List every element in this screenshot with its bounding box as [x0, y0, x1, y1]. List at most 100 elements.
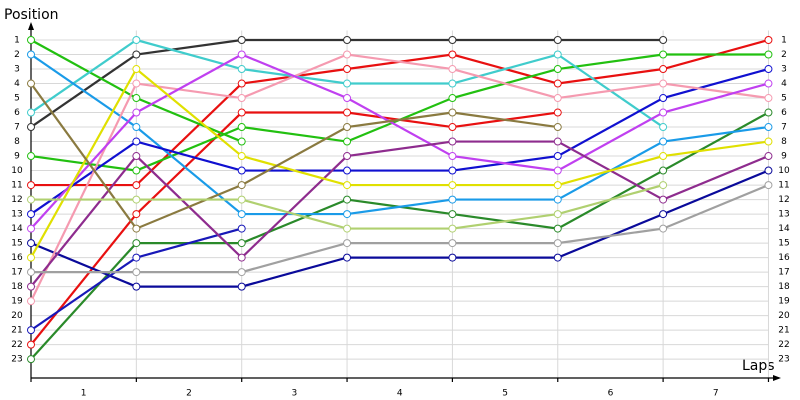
- point-marker: [448, 195, 457, 204]
- y-tick-label-right: 1: [781, 36, 787, 46]
- point-marker: [659, 65, 668, 74]
- point-marker: [132, 50, 141, 59]
- x-tick-label: 1: [81, 389, 87, 399]
- y-tick-label: 6: [14, 108, 20, 118]
- point-marker: [659, 123, 668, 132]
- y-tick-label-right: 6: [781, 108, 787, 118]
- point-marker: [27, 50, 35, 59]
- point-marker: [27, 268, 35, 277]
- point-marker: [237, 195, 246, 204]
- y-tick-label-right: 15: [778, 239, 789, 249]
- y-tick-label-right: 2: [781, 50, 787, 60]
- point-marker: [448, 239, 457, 248]
- point-marker: [659, 50, 668, 59]
- point-marker: [343, 137, 352, 146]
- y-tick-label-right: 22: [778, 340, 789, 350]
- series-line: [30, 82, 558, 230]
- point-marker: [343, 166, 352, 175]
- point-marker: [343, 239, 352, 248]
- y-tick-label-right: 13: [778, 210, 789, 220]
- y-tick-label-right: 23: [778, 355, 789, 365]
- series-line: [30, 169, 769, 288]
- point-marker: [659, 181, 668, 190]
- y-tick-label: 9: [14, 152, 20, 162]
- point-marker: [448, 94, 457, 103]
- point-marker: [27, 282, 35, 291]
- point-marker: [343, 50, 352, 59]
- series-line: [30, 53, 769, 302]
- point-marker: [553, 181, 562, 190]
- point-marker: [448, 50, 457, 59]
- point-marker: [448, 210, 457, 219]
- point-marker: [27, 123, 35, 132]
- point-marker: [237, 282, 246, 291]
- point-marker: [659, 36, 668, 45]
- point-marker: [27, 239, 35, 248]
- point-marker: [659, 79, 668, 88]
- y-tick-label: 22: [11, 340, 22, 350]
- point-marker: [659, 195, 668, 204]
- y-tick-label: 12: [11, 195, 22, 205]
- y-tick-label-right: 11: [778, 181, 789, 191]
- y-tick-label-right: 18: [778, 282, 790, 292]
- point-marker: [132, 65, 141, 74]
- point-marker: [237, 50, 246, 59]
- point-marker: [27, 253, 35, 262]
- y-tick-label: 3: [14, 65, 20, 75]
- y-tick-label: 11: [11, 181, 22, 191]
- y-tick-label: 19: [11, 297, 23, 307]
- point-marker: [237, 239, 246, 248]
- point-marker: [343, 253, 352, 262]
- y-tick-label-right: 12: [778, 195, 789, 205]
- y-tick-label-right: 16: [778, 253, 790, 263]
- point-marker: [237, 94, 246, 103]
- series-line: [30, 67, 769, 215]
- point-marker: [132, 108, 141, 117]
- point-marker: [237, 36, 246, 45]
- point-marker: [343, 79, 352, 88]
- point-marker: [659, 137, 668, 146]
- point-marker: [764, 79, 773, 88]
- point-marker: [27, 152, 35, 161]
- point-marker: [553, 36, 562, 45]
- y-tick-label: 5: [14, 94, 20, 104]
- x-tick-label: 6: [608, 389, 614, 399]
- point-marker: [237, 268, 246, 277]
- point-marker: [553, 224, 562, 233]
- point-marker: [553, 94, 562, 103]
- point-marker: [132, 195, 141, 204]
- point-marker: [448, 108, 457, 117]
- point-marker: [553, 239, 562, 248]
- y-tick-label-right: 20: [778, 311, 790, 321]
- x-tick-label: 4: [397, 389, 403, 399]
- point-marker: [659, 152, 668, 161]
- point-marker: [237, 108, 246, 117]
- point-marker: [27, 108, 35, 117]
- point-marker: [237, 79, 246, 88]
- x-tick-label: 3: [292, 389, 298, 399]
- y-tick-label: 13: [11, 210, 22, 220]
- y-tick-label: 20: [11, 311, 23, 321]
- point-marker: [132, 224, 141, 233]
- point-marker: [27, 224, 35, 233]
- y-tick-label: 2: [14, 50, 20, 60]
- y-tick-label: 15: [11, 239, 22, 249]
- point-marker: [27, 79, 35, 88]
- point-marker: [27, 326, 35, 335]
- point-marker: [237, 253, 246, 262]
- y-tick-label-right: 21: [778, 326, 789, 336]
- point-marker: [132, 137, 141, 146]
- point-marker: [448, 137, 457, 146]
- y-tick-label: 17: [11, 268, 22, 278]
- point-marker: [553, 65, 562, 74]
- point-marker: [659, 224, 668, 233]
- point-marker: [448, 123, 457, 132]
- point-marker: [237, 152, 246, 161]
- point-marker: [343, 224, 352, 233]
- point-marker: [237, 166, 246, 175]
- point-marker: [132, 94, 141, 103]
- point-marker: [553, 253, 562, 262]
- point-marker: [343, 181, 352, 190]
- series-line: [30, 53, 769, 230]
- point-marker: [132, 181, 141, 190]
